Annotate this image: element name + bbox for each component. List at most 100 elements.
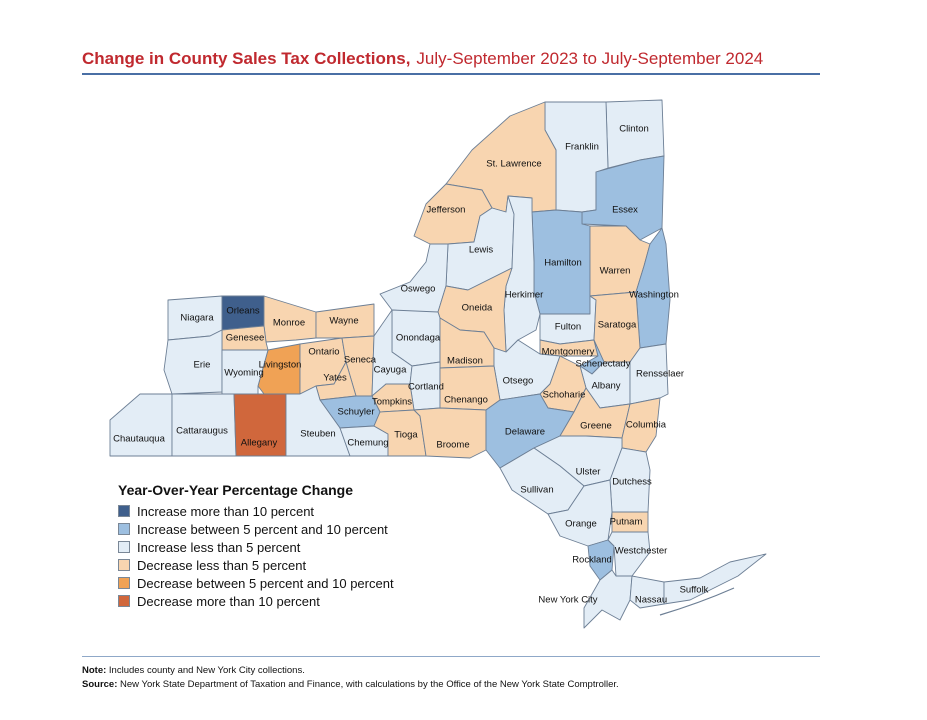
legend: Year-Over-Year Percentage Change Increas…	[118, 482, 394, 610]
county-label-herkimer: Herkimer	[505, 290, 544, 301]
county-label-suffolk: Suffolk	[680, 585, 709, 596]
county-label-erie: Erie	[194, 360, 211, 371]
county-steuben	[285, 385, 351, 457]
footer-rule	[82, 656, 820, 657]
county-label-tioga: Tioga	[394, 430, 418, 441]
long-island-shoreline	[659, 587, 735, 616]
county-new-york-city	[583, 569, 633, 629]
legend-label: Decrease between 5 percent and 10 percen…	[137, 575, 394, 591]
county-label-allegany: Allegany	[241, 438, 278, 449]
county-label-wayne: Wayne	[329, 316, 358, 327]
county-label-westchester: Westchester	[615, 546, 668, 557]
county-label-oneida: Oneida	[462, 303, 493, 314]
title-rule	[82, 73, 820, 75]
county-broome	[413, 407, 487, 459]
legend-item: Increase more than 10 percent	[118, 502, 394, 520]
county-label-chemung: Chemung	[347, 438, 388, 449]
county-label-washington: Washington	[629, 290, 679, 301]
title-sub: July-September 2023 to July-September 20…	[416, 49, 764, 68]
legend-swatch	[118, 559, 130, 571]
county-label-madison: Madison	[447, 356, 483, 367]
county-label-seneca: Seneca	[344, 355, 377, 366]
legend-swatch	[118, 595, 130, 607]
note-text: Includes county and New York City collec…	[108, 665, 305, 676]
county-label-nassau: Nassau	[635, 595, 667, 606]
legend-title: Year-Over-Year Percentage Change	[118, 482, 354, 498]
county-label-steuben: Steuben	[300, 429, 335, 440]
county-label-broome: Broome	[436, 440, 469, 451]
county-label-jefferson: Jefferson	[427, 205, 466, 216]
county-label-yates: Yates	[323, 373, 347, 384]
county-label-schoharie: Schoharie	[543, 390, 586, 401]
note-line: Note: Includes county and New York City …	[82, 664, 619, 678]
county-label-orleans: Orleans	[226, 306, 260, 317]
county-suffolk	[663, 553, 767, 605]
county-label-delaware: Delaware	[505, 427, 545, 438]
county-label-chautauqua: Chautauqua	[113, 434, 165, 445]
legend-label: Decrease less than 5 percent	[137, 557, 307, 573]
legend-item: Increase less than 5 percent	[118, 538, 394, 556]
legend-items: Increase more than 10 percent Increase be…	[118, 502, 394, 610]
title-main: Change in County Sales Tax Collections,	[82, 49, 411, 68]
county-label-livingston: Livingston	[259, 360, 302, 371]
county-label-hamilton: Hamilton	[544, 258, 582, 269]
county-label-montgomery: Montgomery	[542, 347, 595, 358]
county-label-greene: Greene	[580, 421, 612, 432]
county-label-st-lawrence: St. Lawrence	[486, 159, 541, 170]
county-label-schuyler: Schuyler	[338, 407, 375, 418]
county-oswego	[379, 243, 449, 313]
county-label-cayuga: Cayuga	[374, 365, 407, 376]
legend-swatch	[118, 541, 130, 553]
map-title: Change in County Sales Tax Collections, J…	[82, 49, 763, 69]
legend-label: Increase between 5 percent and 10 percen…	[137, 521, 388, 537]
county-label-monroe: Monroe	[273, 318, 305, 329]
county-chautauqua	[109, 393, 173, 457]
source-line: Source: New York State Department of Tax…	[82, 678, 619, 692]
county-label-saratoga: Saratoga	[598, 320, 637, 331]
county-label-cortland: Cortland	[408, 382, 444, 393]
county-label-lewis: Lewis	[469, 245, 494, 256]
county-label-new-york-city: New York City	[538, 595, 597, 606]
legend-item: Decrease between 5 percent and 10 percen…	[118, 574, 394, 592]
county-label-sullivan: Sullivan	[520, 485, 553, 496]
legend-item: Decrease more than 10 percent	[118, 592, 394, 610]
county-label-rockland: Rockland	[572, 555, 612, 566]
source-label: Source:	[82, 679, 118, 690]
county-label-ulster: Ulster	[576, 467, 601, 478]
county-label-franklin: Franklin	[565, 142, 599, 153]
county-label-wyoming: Wyoming	[224, 368, 264, 379]
county-label-ontario: Ontario	[308, 347, 339, 358]
legend-swatch	[118, 523, 130, 535]
legend-label: Increase more than 10 percent	[137, 503, 315, 519]
county-label-oswego: Oswego	[401, 284, 436, 295]
county-label-essex: Essex	[612, 205, 638, 216]
county-label-chenango: Chenango	[444, 395, 488, 406]
county-label-rensselaer: Rensselaer	[636, 369, 684, 380]
legend-swatch	[118, 577, 130, 589]
county-label-niagara: Niagara	[180, 313, 214, 324]
county-label-otsego: Otsego	[503, 376, 534, 387]
county-label-warren: Warren	[600, 266, 631, 277]
county-label-clinton: Clinton	[619, 124, 649, 135]
county-label-albany: Albany	[591, 381, 620, 392]
legend-label: Increase less than 5 percent	[137, 539, 301, 555]
legend-item: Decrease less than 5 percent	[118, 556, 394, 574]
county-label-onondaga: Onondaga	[396, 333, 441, 344]
county-label-schenectady: Schenectady	[576, 359, 631, 370]
county-label-genesee: Genesee	[226, 333, 265, 344]
county-label-dutchess: Dutchess	[612, 477, 652, 488]
note-label: Note:	[82, 665, 107, 676]
legend-label: Decrease more than 10 percent	[137, 593, 320, 609]
county-label-tompkins: Tompkins	[372, 397, 412, 408]
source-text: New York State Department of Taxation an…	[120, 679, 619, 690]
county-label-columbia: Columbia	[626, 420, 667, 431]
legend-item: Increase between 5 percent and 10 percen…	[118, 520, 394, 538]
county-label-fulton: Fulton	[555, 322, 581, 333]
footnotes: Note: Includes county and New York City …	[82, 664, 619, 692]
county-label-cattaraugus: Cattaraugus	[176, 426, 228, 437]
county-label-putnam: Putnam	[610, 517, 643, 528]
legend-swatch	[118, 505, 130, 517]
county-label-orange: Orange	[565, 519, 597, 530]
county-wyoming	[221, 349, 269, 395]
